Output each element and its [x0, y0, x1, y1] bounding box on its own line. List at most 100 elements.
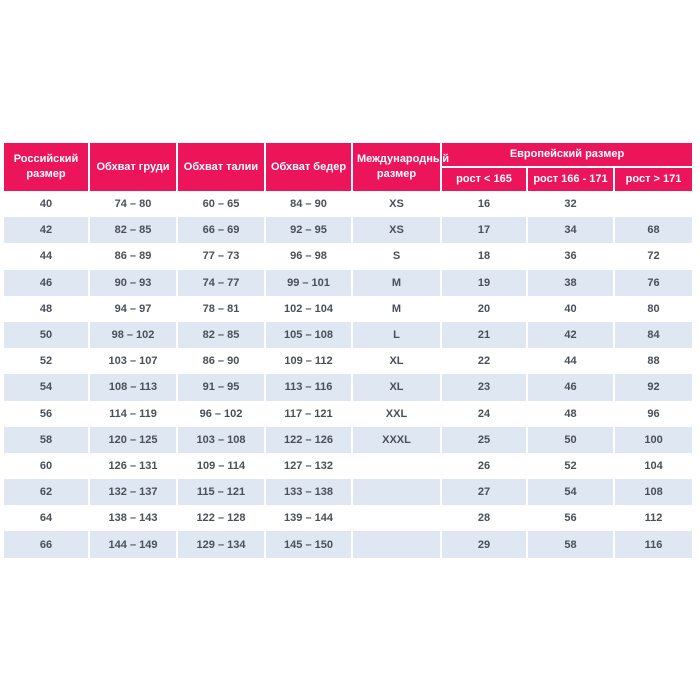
- table-cell: 25: [441, 426, 528, 453]
- table-row: 50 98 – 102 82 – 85 105 – 108 L 21 42 84: [4, 321, 693, 349]
- table-row: 58 120 – 125 103 – 108 122 – 126 XXXL 25 50 100: [4, 426, 693, 453]
- header-cell-international-size: Международный размер: [352, 143, 449, 191]
- table-row: 46 90 – 93 74 – 77 99 – 101 M 19 38 76: [4, 269, 693, 296]
- table-cell: S: [352, 243, 442, 270]
- table-cell: 94 – 97: [89, 295, 178, 322]
- table-cell: 52: [4, 348, 90, 375]
- table-cell: 38: [527, 269, 615, 296]
- table-cell: 139 – 144: [265, 505, 353, 532]
- table-cell: 54: [527, 479, 615, 506]
- table-cell: 96 – 102: [177, 400, 266, 427]
- table-cell: 99 – 101: [265, 269, 353, 296]
- table-cell: 23: [441, 374, 528, 401]
- table-cell: 16: [441, 191, 528, 218]
- table-cell: 54: [4, 374, 90, 401]
- table-cell: 56: [527, 505, 615, 532]
- table-cell: 66 – 69: [177, 217, 266, 244]
- table-cell: 90 – 93: [89, 269, 178, 296]
- table-cell: 42: [527, 321, 615, 349]
- table-cell: 24: [441, 400, 528, 427]
- table-row: 56 114 – 119 96 – 102 117 – 121 XXL 24 48 96: [4, 400, 693, 427]
- table-cell: 48: [527, 400, 615, 427]
- table-cell: [614, 191, 692, 217]
- table-cell: 105 – 108: [265, 321, 353, 349]
- table-cell: 60 – 65: [177, 191, 266, 218]
- table-cell: 120 – 125: [89, 426, 178, 453]
- table-row: 66 144 – 149 129 – 134 145 – 150 29 58 116: [4, 531, 693, 558]
- table-cell: 122 – 128: [177, 505, 266, 532]
- table-cell: 52: [527, 452, 615, 480]
- table-cell: 133 – 138: [265, 479, 353, 506]
- table-cell: 64: [4, 505, 90, 532]
- size-table: Российский размер Обхват груди Обхват та…: [4, 143, 693, 558]
- table-header: Российский размер Обхват груди Обхват та…: [4, 143, 693, 191]
- table-row: 44 86 – 89 77 – 73 96 – 98 S 18 36 72: [4, 243, 693, 270]
- table-row: 54 108 – 113 91 – 95 113 – 116 XL 23 46 92: [4, 374, 693, 401]
- table-cell: 36: [527, 243, 615, 270]
- table-cell: L: [352, 321, 442, 349]
- table-cell: 109 – 114: [177, 452, 266, 480]
- table-row: 48 94 – 97 78 – 81 102 – 104 M 20 40 80: [4, 295, 693, 322]
- header-cell-european-size-group: Европейский размер: [441, 143, 693, 168]
- table-cell: 21: [441, 321, 528, 349]
- table-cell: 58: [4, 426, 90, 453]
- table-cell: 114 – 119: [89, 400, 178, 427]
- table-cell: [352, 505, 442, 532]
- header-cell-height-lt-165: рост < 165: [441, 167, 528, 191]
- table-cell: 92: [647, 381, 660, 394]
- header-cell-height-166-171: рост 166 - 171: [527, 167, 615, 191]
- table-cell: [352, 531, 442, 558]
- table-cell: 40: [4, 191, 90, 218]
- table-body: 40 74 – 80 60 – 65 84 – 90 XS 16 32 42 82 – 85 66…: [4, 191, 693, 558]
- table-cell: 82 – 85: [89, 217, 178, 244]
- header-cell-hips: Обхват бедер: [265, 143, 353, 191]
- table-cell: 145 – 150: [265, 531, 353, 558]
- table-cell: 113 – 116: [265, 374, 353, 401]
- header-row-sub: рост < 165 рост 166 - 171 рост > 171: [4, 167, 693, 191]
- table-cell: 66: [4, 531, 90, 558]
- size-chart: Российский размер Обхват груди Обхват та…: [4, 143, 693, 558]
- table-cell: 44: [4, 243, 90, 270]
- table-cell: 80: [647, 302, 660, 315]
- table-cell: XS: [352, 217, 442, 244]
- table-cell: 103 – 107: [89, 348, 178, 375]
- table-cell: 116: [644, 538, 663, 551]
- table-cell: 50: [527, 426, 615, 453]
- table-cell: 50: [4, 321, 90, 349]
- table-cell: 74 – 77: [177, 269, 266, 296]
- header-row-main: Российский размер Обхват груди Обхват та…: [4, 143, 693, 191]
- table-cell: XL: [352, 374, 442, 401]
- table-cell: 109 – 112: [265, 348, 353, 375]
- table-cell: 26: [441, 452, 528, 480]
- table-cell: XXL: [352, 400, 442, 427]
- table-cell: 76: [647, 276, 660, 289]
- table-cell: 96 – 98: [265, 243, 353, 270]
- table-cell: XS: [352, 191, 442, 218]
- table-cell: 56: [4, 400, 90, 427]
- table-row: 40 74 – 80 60 – 65 84 – 90 XS 16 32: [4, 191, 693, 218]
- table-cell: 60: [4, 452, 90, 480]
- table-cell: 32: [527, 191, 615, 218]
- table-cell: 127 – 132: [265, 452, 353, 480]
- table-cell: 19: [441, 269, 528, 296]
- table-cell: 44: [527, 348, 615, 375]
- header-cell-height-gt-171: рост > 171: [614, 167, 693, 191]
- table-cell: 20: [441, 295, 528, 322]
- table-cell: 108 – 113: [89, 374, 178, 401]
- table-cell: 98 – 102: [89, 321, 178, 349]
- table-cell: 112: [644, 512, 663, 525]
- table-cell: 62: [4, 479, 90, 506]
- table-cell: 72: [647, 250, 660, 263]
- header-cell-russian-size: Российский размер: [4, 143, 90, 191]
- table-cell: [352, 452, 442, 480]
- table-cell: 103 – 108: [177, 426, 266, 453]
- table-cell: 17: [441, 217, 528, 244]
- table-cell: XL: [352, 348, 442, 375]
- table-cell: 126 – 131: [89, 452, 178, 480]
- table-cell: 88: [647, 355, 660, 368]
- table-cell: 84 – 90: [265, 191, 353, 218]
- table-cell: 46: [527, 374, 615, 401]
- table-row: 60 126 – 131 109 – 114 127 – 132 26 52 104: [4, 452, 693, 480]
- table-cell: 92 – 95: [265, 217, 353, 244]
- table-cell: 115 – 121: [177, 479, 266, 506]
